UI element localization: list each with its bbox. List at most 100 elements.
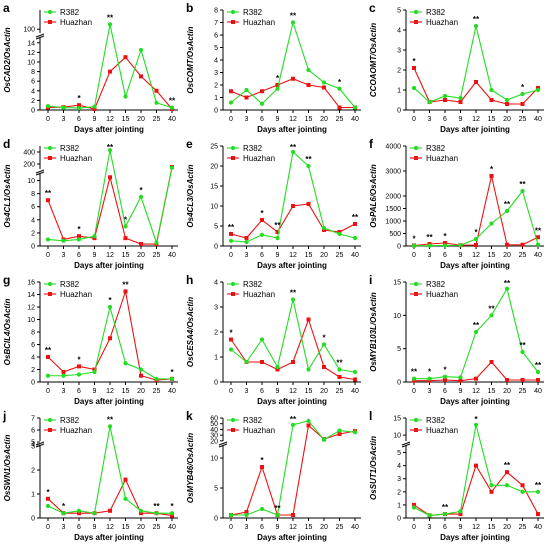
y-axis-label: CCOAOMT/OsActin [369, 23, 378, 97]
point-R382 [45, 104, 51, 109]
point-Huazhan [505, 102, 509, 106]
point-R382 [535, 369, 541, 375]
point-Huazhan [229, 232, 233, 236]
legend-marker [413, 145, 419, 151]
point-R382 [92, 234, 97, 239]
point-Huazhan [536, 512, 540, 517]
y-tick-label: 10 [27, 60, 35, 67]
point-R382 [61, 105, 66, 110]
x-tick-label: 25 [153, 524, 161, 531]
y-tick-label: 0 [214, 244, 218, 251]
point-Huazhan [443, 98, 447, 102]
significance-marker: ** [107, 415, 114, 424]
legend-marker [413, 281, 419, 287]
panel-letter: d [3, 137, 10, 151]
chart-a: 0 2 4 6 8 10 12 14 100 0 3 6 9 12 15 20 25 40 Days after j… [3, 1, 178, 134]
legend-label: Huazhan [243, 18, 275, 27]
significance-marker: ** [535, 226, 542, 235]
x-tick-label: 9 [459, 388, 463, 395]
point-Huazhan [520, 242, 525, 247]
x-tick-label: 12 [472, 116, 480, 123]
point-Huazhan [353, 377, 357, 382]
significance-marker: ** [488, 304, 495, 313]
point-Huazhan [229, 89, 233, 94]
point-R382 [504, 286, 510, 291]
x-axis-label: Days after jointing [257, 125, 327, 134]
y-tick-label: 50 [210, 421, 218, 428]
y-tick-label: 8 [31, 69, 35, 76]
x-tick-label: 12 [106, 388, 114, 395]
panel-letter: j [2, 409, 6, 423]
point-R382 [275, 86, 280, 91]
significance-marker: ** [122, 280, 129, 289]
legend-label: Huazhan [426, 290, 458, 299]
x-tick-label: 40 [534, 524, 542, 531]
significance-marker: ** [274, 504, 281, 513]
y-tick-label: 0 [31, 244, 35, 251]
significance-marker: ** [305, 155, 312, 164]
point-R382 [458, 243, 463, 248]
point-R382 [504, 483, 510, 488]
y-tick-label: 5 [214, 45, 218, 52]
point-R382 [107, 148, 113, 153]
x-tick-label: 9 [459, 524, 463, 531]
legend-marker [47, 417, 53, 423]
significance-marker: ** [45, 189, 52, 198]
point-R382 [321, 225, 327, 231]
x-tick-label: 15 [122, 388, 130, 395]
legend-marker [414, 156, 418, 160]
point-Huazhan [77, 103, 81, 108]
x-axis-label: Days after jointing [74, 533, 144, 542]
series-line-Huazhan [230, 424, 356, 516]
y-tick-label: 2 [31, 98, 35, 105]
legend-marker [231, 156, 235, 160]
y-tick-label: 12 [27, 50, 35, 57]
x-tick-label: 6 [260, 116, 264, 123]
point-Huazhan [123, 55, 128, 60]
point-Huazhan [77, 364, 81, 369]
y-tick-label: 1500 [385, 206, 401, 213]
series-line-Huazhan [230, 317, 356, 381]
significance-marker: * [46, 488, 50, 497]
panel-h: 0 1 2 3 4 0 3 6 9 12 15 20 25 40 Days after jointing Os… [183, 272, 366, 408]
point-R382 [306, 418, 311, 423]
point-R382 [275, 512, 280, 518]
y-tick-label: 400 [23, 150, 35, 157]
y-tick-label: 2 [214, 83, 218, 90]
x-tick-label: 15 [488, 388, 496, 395]
significance-marker: * [474, 228, 478, 237]
y-axis-label: OsBCIL4/OsActin [3, 299, 12, 366]
y-tick-label: 10 [393, 433, 401, 440]
x-axis-label: Days after jointing [440, 261, 510, 270]
significance-marker: ** [519, 341, 526, 350]
series-line-R382 [413, 424, 538, 516]
x-axis-label: Days after jointing [74, 397, 144, 406]
legend-marker [413, 417, 419, 423]
y-axis-label: OsMYB103L/OsActin [369, 292, 378, 372]
series-line-Huazhan [47, 56, 173, 110]
legend-marker [47, 281, 53, 287]
point-R382 [123, 224, 128, 229]
x-tick-label: 3 [245, 252, 249, 259]
point-R382 [290, 422, 296, 427]
point-R382 [411, 376, 417, 381]
y-tick-label: 6 [31, 342, 35, 349]
point-R382 [337, 231, 342, 237]
point-R382 [337, 428, 342, 433]
point-R382 [76, 105, 82, 111]
x-tick-label: 20 [503, 252, 511, 259]
point-R382 [473, 422, 479, 427]
x-tick-label: 6 [443, 116, 447, 123]
point-Huazhan [458, 512, 463, 517]
y-tick-label: 16 [27, 280, 35, 287]
x-tick-label: 3 [62, 388, 66, 395]
x-tick-label: 9 [93, 524, 97, 531]
point-Huazhan [458, 378, 463, 383]
x-tick-label: 15 [488, 252, 496, 259]
point-Huazhan [474, 80, 478, 84]
x-tick-label: 40 [351, 116, 359, 123]
